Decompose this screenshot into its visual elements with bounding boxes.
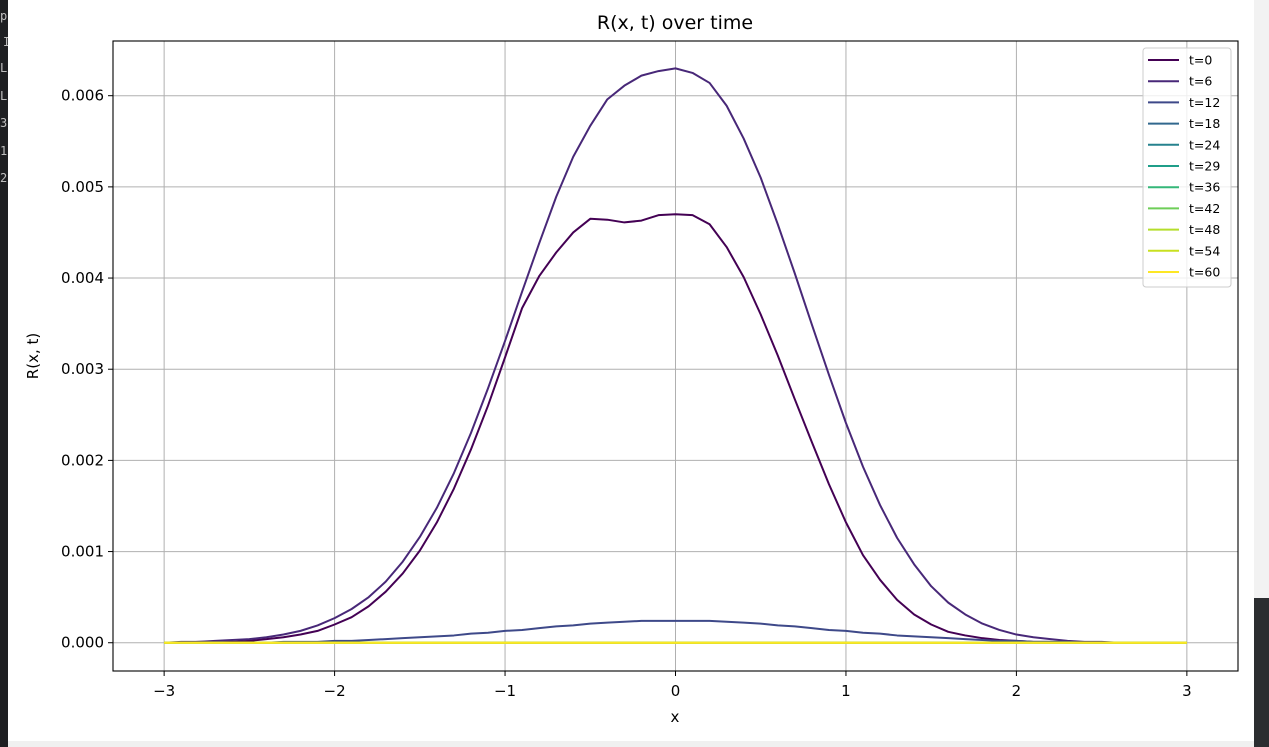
figure-bottom-bar	[8, 741, 1254, 747]
y-tick-label: 0.006	[61, 87, 104, 105]
y-tick-label: 0.002	[61, 451, 104, 469]
x-tick-label: 3	[1182, 682, 1192, 700]
y-tick-label: 0.001	[61, 543, 104, 561]
background-editor-strip: p I L L 3 1 2	[0, 0, 11, 747]
series-line-t-12	[164, 619, 1187, 644]
editor-glyph: L	[0, 61, 8, 75]
legend-label: t=29	[1189, 159, 1220, 174]
grid	[113, 41, 1238, 671]
x-tick-label: 1	[841, 682, 851, 700]
legend-label: t=48	[1189, 222, 1220, 237]
legend-label: t=12	[1189, 95, 1220, 110]
legend-box	[1142, 47, 1232, 288]
legend-label: t=0	[1189, 53, 1212, 68]
editor-glyph: L	[0, 89, 8, 103]
editor-glyph: 1	[0, 144, 8, 158]
editor-glyph: I	[3, 35, 11, 49]
series-line-t-6	[164, 67, 1187, 644]
y-axis-label: R(x, t)	[24, 333, 42, 379]
x-tick-label: 2	[1012, 682, 1022, 700]
legend-label: t=60	[1189, 265, 1220, 280]
legend-label: t=6	[1189, 74, 1212, 89]
editor-glyph: p	[0, 9, 8, 23]
y-tick-label: 0.004	[61, 269, 104, 287]
legend-label: t=24	[1189, 137, 1220, 152]
background-right-strip	[1254, 0, 1269, 747]
chart-title: R(x, t) over time	[597, 12, 753, 34]
x-tick-label: −1	[494, 682, 516, 700]
legend: t=0 t=6 t=12 t=18 t=24 t=29 t=36 t=42 t=48 t=54 t=…	[1142, 47, 1232, 288]
x-tick-label: −3	[153, 682, 175, 700]
series-layer	[164, 67, 1187, 644]
editor-glyph: 2	[0, 171, 8, 185]
y-tick-label: 0.000	[61, 634, 104, 652]
y-tick-label: 0.003	[61, 360, 104, 378]
editor-glyph: 3	[0, 116, 8, 130]
legend-label: t=36	[1189, 180, 1220, 195]
figure-window	[8, 0, 1254, 741]
legend-label: t=18	[1189, 116, 1220, 131]
ticks: −3 −2 −1 0 1 2 3 0.000 0.001 0.002 0.003 0.004 0.005…	[61, 87, 1192, 700]
legend-label: t=54	[1189, 243, 1220, 258]
x-tick-label: 0	[671, 682, 681, 700]
x-axis-label: x	[671, 708, 680, 726]
x-tick-label: −2	[324, 682, 346, 700]
y-tick-label: 0.005	[61, 178, 104, 196]
legend-label: t=42	[1189, 201, 1220, 216]
